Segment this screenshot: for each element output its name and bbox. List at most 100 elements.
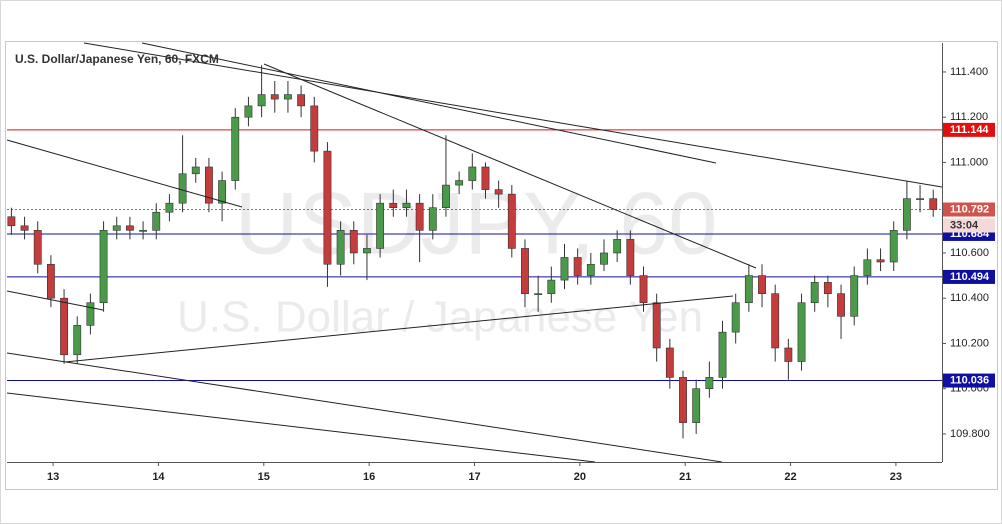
trend-line [141, 42, 717, 164]
x-tick-label: 20 [574, 471, 586, 483]
candle-body [46, 263, 55, 299]
level-tag [943, 122, 995, 137]
candle-body [481, 166, 490, 190]
candle-body [560, 257, 569, 281]
candle-body [639, 275, 648, 304]
last-price-label: 110.792 [950, 203, 989, 215]
candle-body [112, 225, 121, 231]
x-tick-label: 14 [152, 471, 165, 483]
trend-line [6, 352, 723, 463]
candle-body [889, 230, 898, 263]
level-tag [943, 269, 995, 284]
candle-body [349, 230, 358, 254]
candle-body [902, 198, 911, 231]
candle-body [60, 297, 68, 356]
candle-body [270, 94, 279, 100]
candle-body [863, 259, 872, 276]
candle-body [191, 166, 200, 175]
candle-body [665, 347, 674, 378]
y-tick-label: 110.600 [950, 247, 989, 259]
trend-line [83, 42, 943, 188]
candle-body [178, 173, 187, 204]
trend-line [6, 139, 243, 208]
y-tick-label: 109.800 [950, 428, 990, 440]
plot [7, 65, 942, 439]
countdown-label: 33:04 [950, 219, 979, 231]
y-tick-label: 111.000 [950, 156, 988, 168]
candle-body [837, 293, 845, 317]
chart-frame [5, 41, 998, 490]
x-tick-label: 17 [468, 471, 480, 483]
candle-body [139, 230, 148, 232]
trend-line [263, 63, 757, 269]
last-price-tag [943, 202, 995, 217]
candle-body [652, 302, 661, 349]
candle-body [323, 150, 332, 265]
candle-body [784, 347, 793, 362]
x-tick-label: 16 [363, 471, 375, 483]
candle-body [507, 193, 516, 249]
candle-body [284, 94, 292, 100]
candle-body [165, 202, 174, 213]
y-tick-label: 111.400 [950, 66, 988, 78]
candle-body [20, 225, 29, 231]
level-label: 111.144 [950, 124, 989, 136]
level-label: 110.036 [950, 374, 989, 386]
candle-body [152, 211, 161, 231]
candle-body [758, 275, 766, 294]
candle-body [231, 116, 240, 181]
trend-line [64, 295, 734, 363]
candle-body [494, 189, 503, 195]
level-tag [943, 373, 995, 388]
candle-body [626, 239, 635, 276]
countdown-tag [943, 218, 995, 233]
candle-body [86, 302, 95, 326]
trend-lines [6, 42, 943, 463]
watermark-symbol: USDJPY, 60 [235, 173, 718, 272]
candle-body [244, 105, 253, 118]
candle-body [389, 202, 398, 209]
candle-body [573, 257, 582, 276]
candle-body [679, 377, 687, 423]
candle-body [534, 293, 543, 295]
candle-body [376, 202, 385, 249]
x-tick-label: 21 [679, 471, 691, 483]
candle-body [455, 180, 464, 186]
candle-body [402, 202, 411, 209]
candle-body [442, 184, 450, 209]
candle-body [705, 377, 714, 389]
x-tick-label: 22 [784, 471, 796, 483]
level-label: 110.494 [950, 271, 990, 283]
candle-body [850, 275, 859, 317]
candle-body [718, 331, 727, 378]
y-tick-label: 110.400 [950, 292, 989, 304]
candle-body [33, 230, 42, 265]
candle-body [823, 282, 832, 294]
candle-body [428, 207, 437, 231]
candle-body [916, 198, 924, 200]
candle-body [73, 325, 82, 356]
candle-body [929, 198, 938, 210]
candle-body [797, 302, 806, 362]
candle-body [363, 248, 371, 254]
trend-line [6, 290, 104, 311]
candle-body [257, 94, 266, 107]
candle-body [810, 282, 819, 304]
candle-body [613, 239, 622, 254]
chart-title: U.S. Dollar/Japanese Yen, 60, FXCM [15, 52, 219, 66]
candle-body [771, 293, 780, 349]
trend-line [6, 392, 596, 463]
candle-body [731, 302, 740, 333]
candle-body [205, 166, 213, 204]
candle-body [7, 216, 16, 227]
candle-body [586, 263, 595, 276]
candle-body [415, 202, 424, 231]
y-tick-label: 110.200 [950, 337, 989, 349]
candle-body [692, 388, 701, 423]
candle-body [99, 230, 108, 304]
candle-body [297, 94, 306, 107]
candle-body [468, 166, 477, 181]
candle-body [521, 248, 529, 294]
